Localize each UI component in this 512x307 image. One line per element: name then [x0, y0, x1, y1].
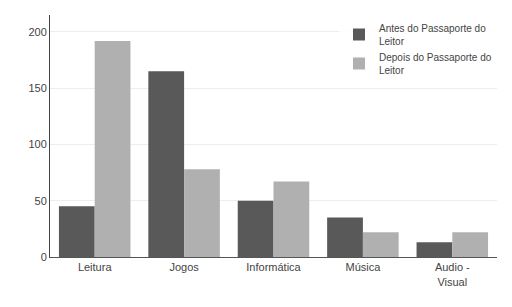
svg-text:0: 0 — [41, 251, 47, 263]
svg-text:100: 100 — [28, 138, 46, 150]
svg-text:Informática: Informática — [246, 261, 301, 273]
svg-text:Leitura: Leitura — [78, 261, 113, 273]
svg-text:Depois do Passaporte doLeitor: Depois do Passaporte doLeitor — [379, 52, 492, 76]
svg-text:Audio -Visual: Audio -Visual — [435, 261, 470, 287]
svg-text:50: 50 — [35, 195, 47, 207]
svg-text:150: 150 — [28, 82, 46, 94]
svg-text:200: 200 — [28, 26, 46, 38]
svg-text:Jogos: Jogos — [169, 261, 199, 273]
svg-text:Antes do Passaporte doLeitor: Antes do Passaporte doLeitor — [379, 23, 486, 47]
svg-text:Música: Música — [345, 261, 381, 273]
